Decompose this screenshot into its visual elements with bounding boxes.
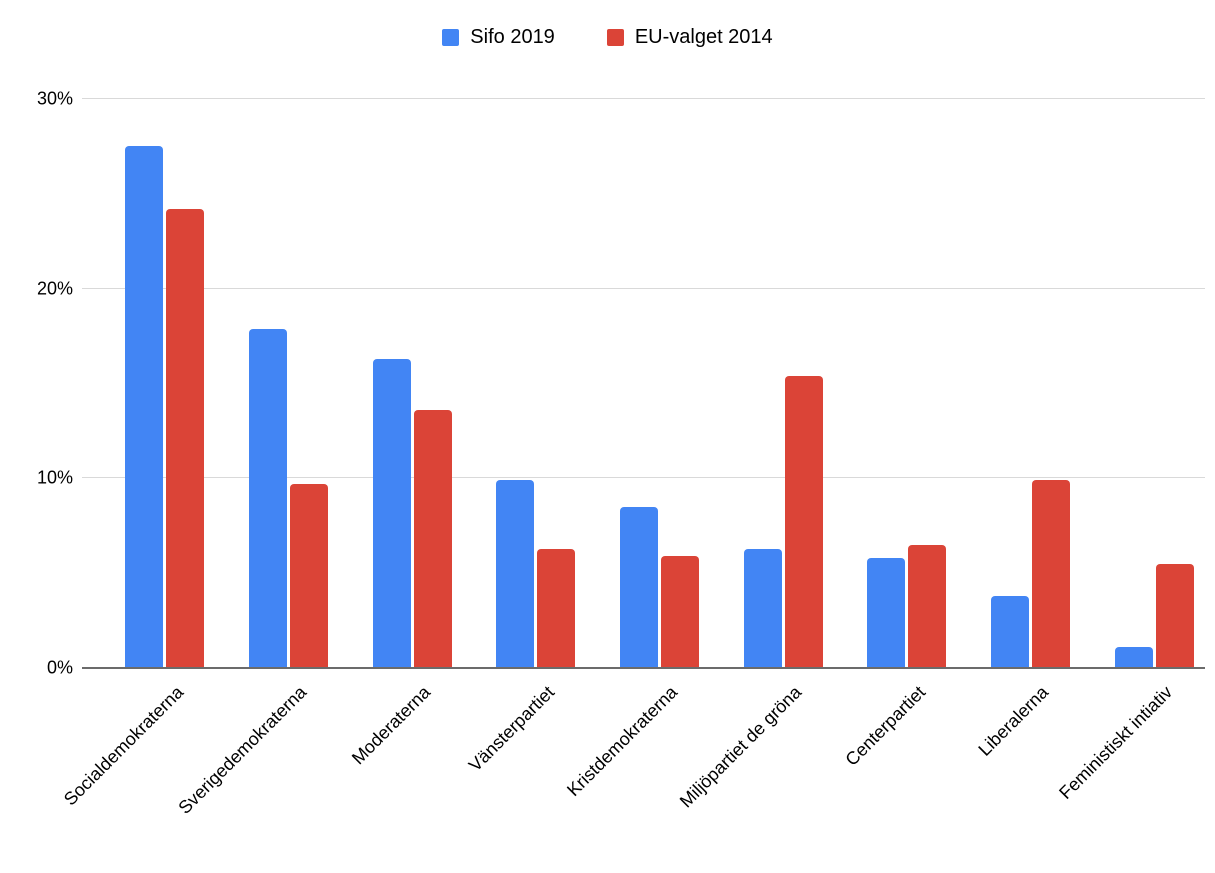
bar-group [598, 99, 722, 668]
x-axis-label: Vänsterpartiet [464, 682, 558, 776]
bar-sifo-2019 [991, 595, 1030, 668]
bar-eu-valget-2014 [661, 556, 700, 668]
bar-group [227, 99, 351, 668]
bar-group [969, 99, 1093, 668]
legend-label-sifo-2019: Sifo 2019 [470, 26, 555, 48]
x-axis-label: Kristdemokraterna [563, 682, 682, 801]
bar-sifo-2019 [496, 480, 535, 668]
gridline [82, 98, 1205, 99]
bars-row [103, 99, 1215, 668]
legend-swatch-blue [442, 29, 460, 46]
bar-sifo-2019 [372, 358, 411, 668]
bar-group [721, 99, 845, 668]
legend-item-sifo-2019: Sifo 2019 [442, 26, 555, 49]
bar-group [845, 99, 969, 668]
bar-sifo-2019 [1114, 647, 1153, 668]
legend-label-eu-valget-2014: EU-valget 2014 [634, 26, 773, 48]
bar-eu-valget-2014 [413, 410, 452, 668]
bar-eu-valget-2014 [166, 209, 205, 668]
bar-eu-valget-2014 [1155, 563, 1194, 668]
bar-group [1092, 99, 1215, 668]
y-axis-label: 10% [36, 467, 73, 488]
x-axis-label: Miljöpartiet de gröna [675, 682, 806, 812]
bar-eu-valget-2014 [290, 484, 328, 668]
bar-sifo-2019 [249, 328, 287, 668]
x-axis-label: Socialdemokraterna [59, 682, 187, 810]
bar-group [474, 99, 598, 668]
bar-sifo-2019 [125, 146, 164, 668]
x-axis-label: Feministiskt intiativ [1055, 682, 1177, 803]
bar-sifo-2019 [620, 506, 659, 668]
bar-eu-valget-2014 [908, 544, 947, 668]
bar-eu-valget-2014 [1032, 480, 1071, 668]
plot-area [82, 98, 1205, 669]
x-axis-label: Centerpartiet [841, 682, 929, 770]
bar-group [103, 99, 227, 668]
y-axis-labels: 30% 20% 10% 0% [0, 89, 73, 678]
gridline [82, 477, 1205, 479]
legend-swatch-red [606, 29, 624, 46]
legend-item-eu-valget-2014: EU-valget 2014 [606, 26, 773, 49]
x-axis-line [82, 667, 1205, 669]
y-axis-label: 20% [36, 278, 73, 299]
x-axis-label: Moderaterna [347, 682, 435, 769]
bar-group [350, 99, 474, 668]
y-axis-label: 0% [46, 657, 73, 678]
x-axis-label: Liberalerna [974, 682, 1053, 760]
bar-eu-valget-2014 [537, 548, 576, 668]
gridline [82, 287, 1205, 289]
chart-legend: Sifo 2019 EU-valget 2014 [0, 26, 1215, 49]
x-axis-labels: Socialdemokraterna Sverigedemokraterna Mod… [60, 676, 1215, 873]
x-axis-label: Sverigedemokraterna [174, 682, 311, 818]
bar-sifo-2019 [743, 548, 782, 668]
y-axis-label: 30% [36, 88, 73, 109]
bar-sifo-2019 [867, 558, 906, 668]
bar-eu-valget-2014 [784, 375, 823, 668]
